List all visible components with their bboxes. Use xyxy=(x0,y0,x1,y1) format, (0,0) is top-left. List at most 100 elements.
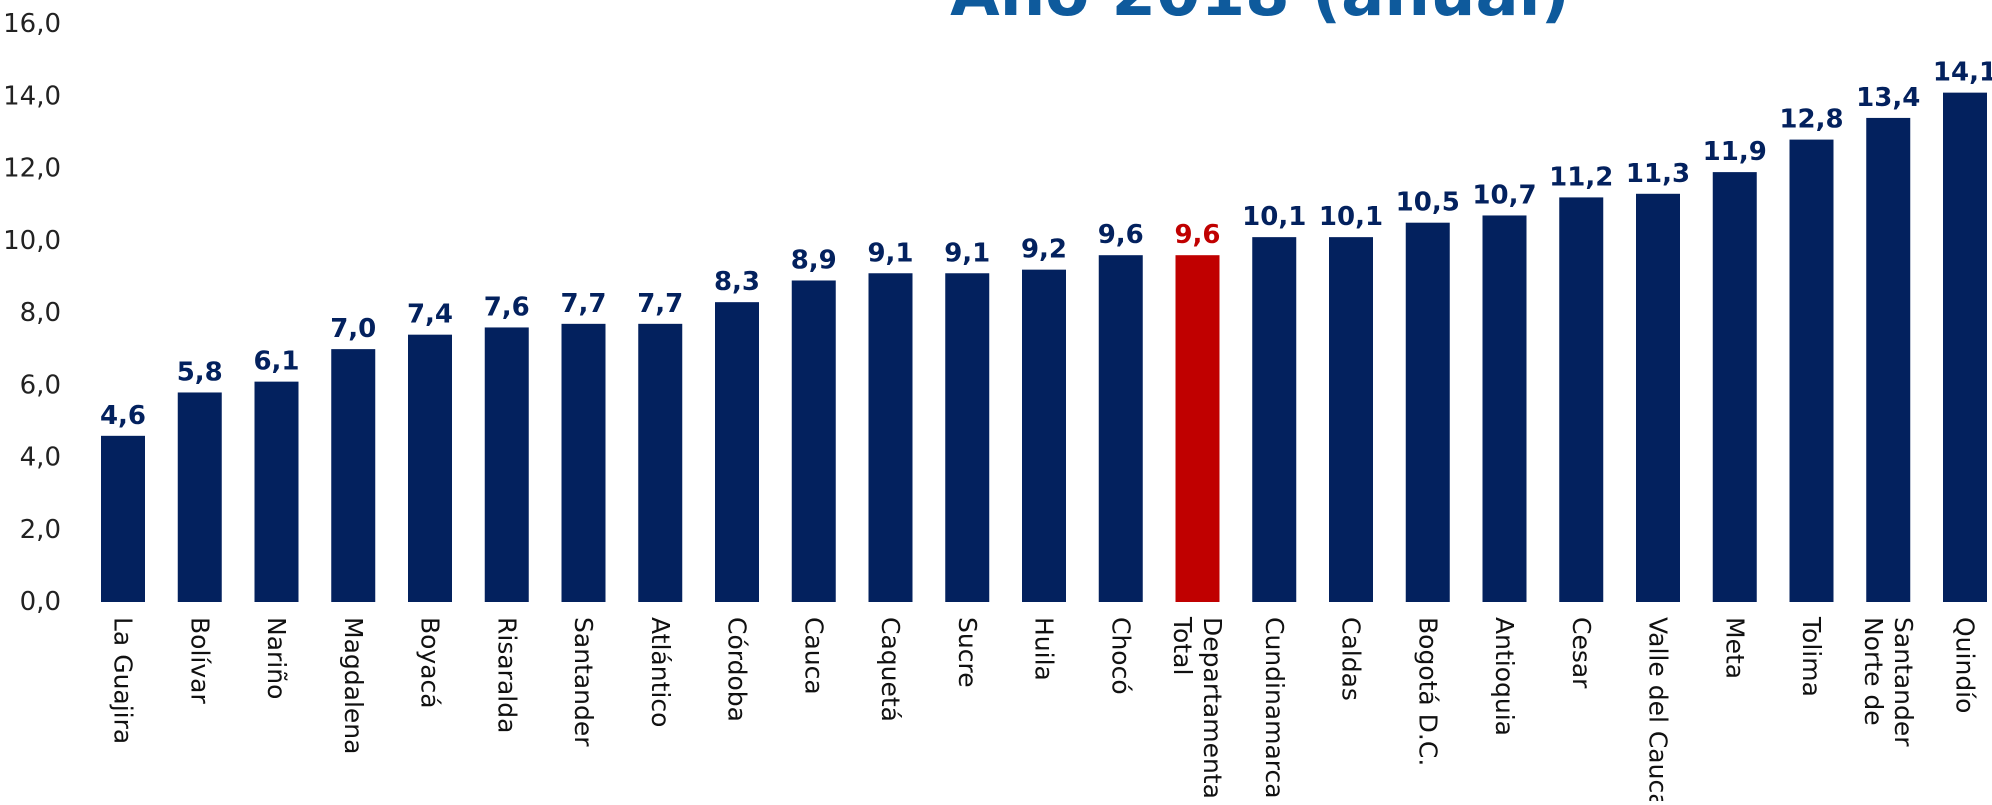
x-tick-label-line: Tolima xyxy=(1797,616,1826,697)
x-tick-label: Bolívar xyxy=(185,617,214,704)
data-label: 10,1 xyxy=(1319,202,1383,232)
bar xyxy=(715,302,759,602)
data-label: 14,1 xyxy=(1933,58,1992,88)
data-label: 9,1 xyxy=(867,238,913,268)
x-tick-label: Tolima xyxy=(1797,616,1826,697)
x-tick-label: Caldas xyxy=(1337,617,1366,701)
bar-highlight xyxy=(1175,255,1220,602)
bar xyxy=(1405,222,1450,602)
x-tick-label: Total Departamental xyxy=(1168,616,1227,805)
x-tick-label-line: Nariño xyxy=(262,617,291,699)
bar xyxy=(1712,172,1757,603)
bar xyxy=(791,280,836,602)
data-label: 11,9 xyxy=(1703,137,1767,167)
x-tick-label-line: Quindío xyxy=(1951,617,1980,713)
x-tick-label: Risaralda xyxy=(492,617,521,733)
x-tick-label-line: Cundinamarca xyxy=(1260,617,1289,799)
y-tick-label: 10,0 xyxy=(3,226,61,256)
x-tick-label: Boyacá xyxy=(416,617,445,709)
bar xyxy=(177,392,222,602)
x-tick-label: Meta xyxy=(1720,617,1749,679)
x-tick-label-line: Bolívar xyxy=(185,617,214,704)
data-label: 4,6 xyxy=(100,401,146,431)
bar xyxy=(101,435,145,602)
chart-title: Año 2018 (anual) xyxy=(0,0,1992,26)
x-tick-label-line: Huila xyxy=(1030,617,1059,681)
x-tick-label-line: Santander xyxy=(569,617,598,747)
x-tick-label-line: Atlántico xyxy=(646,617,675,727)
x-tick-label-line: Sucre xyxy=(953,617,982,688)
x-tick-label: La Guajira xyxy=(109,617,138,744)
data-label: 9,6 xyxy=(1174,220,1220,250)
x-tick-label: Sucre xyxy=(953,617,982,688)
x-tick-label-line: Caquetá xyxy=(876,617,905,722)
data-label: 9,1 xyxy=(944,238,990,268)
x-tick-label-line: Chocó xyxy=(1106,617,1135,695)
x-tick-label-line: Bogotá D.C. xyxy=(1413,617,1442,766)
data-label: 8,3 xyxy=(714,267,760,297)
x-tick-label-line: Total xyxy=(1168,616,1197,675)
x-tick-label: Cauca xyxy=(799,617,828,695)
x-tick-label: Caquetá xyxy=(876,617,905,722)
x-tick-label: Cesar xyxy=(1567,617,1596,689)
bar xyxy=(638,323,683,602)
x-tick-label: Atlántico xyxy=(646,617,675,727)
y-tick-label: 4,0 xyxy=(20,443,61,473)
x-tick-label: Antioquia xyxy=(1490,617,1519,736)
y-tick-label: 12,0 xyxy=(3,154,61,184)
x-tick-label-line: Antioquia xyxy=(1490,617,1519,736)
bar xyxy=(945,273,990,602)
x-tick-label: Chocó xyxy=(1106,617,1135,695)
data-label: 7,7 xyxy=(560,289,606,319)
data-label: 7,4 xyxy=(407,300,453,330)
x-tick-label: Huila xyxy=(1030,617,1059,681)
data-label: 5,8 xyxy=(177,357,223,387)
x-tick-label-line: Boyacá xyxy=(416,617,445,709)
data-label: 13,4 xyxy=(1856,83,1920,113)
data-label: 10,1 xyxy=(1242,202,1306,232)
y-tick-label: 14,0 xyxy=(3,81,61,111)
bar xyxy=(408,334,452,602)
bar xyxy=(484,327,529,602)
bar xyxy=(1329,237,1373,602)
x-tick-label: Córdoba xyxy=(723,617,752,722)
bar xyxy=(1482,215,1527,602)
x-tick-label-line: Departamental xyxy=(1198,617,1227,801)
bar xyxy=(1252,237,1297,602)
data-label: 7,6 xyxy=(484,292,530,322)
y-tick-label: 16,0 xyxy=(3,9,61,39)
x-tick-label: Nariño xyxy=(262,617,291,699)
bar xyxy=(561,323,606,602)
x-tick-label: Cundinamarca xyxy=(1260,617,1289,799)
bar xyxy=(1866,117,1911,603)
bar xyxy=(868,273,913,602)
bar xyxy=(1789,139,1834,602)
bar xyxy=(1943,92,1987,602)
bar xyxy=(1636,193,1680,602)
data-label: 9,6 xyxy=(1098,220,1144,250)
data-label: 8,9 xyxy=(791,245,837,275)
x-tick-label: Quindío xyxy=(1951,617,1980,713)
data-label: 10,5 xyxy=(1396,188,1460,218)
data-label: 9,2 xyxy=(1021,235,1067,265)
x-tick-label-line: Cesar xyxy=(1567,617,1596,689)
y-tick-label: 6,0 xyxy=(20,370,61,400)
data-label: 12,8 xyxy=(1779,105,1843,135)
data-label: 7,0 xyxy=(330,314,376,344)
x-tick-label: Santander xyxy=(569,617,598,747)
x-tick-label-line: La Guajira xyxy=(109,617,138,744)
x-tick-label-line: Santander xyxy=(1889,617,1918,747)
data-label: 11,2 xyxy=(1549,162,1613,192)
x-tick-label-line: Córdoba xyxy=(723,617,752,722)
y-tick-label: 0,0 xyxy=(20,587,61,617)
data-label: 10,7 xyxy=(1472,180,1536,210)
x-tick-label: Magdalena xyxy=(339,617,368,754)
data-label: 6,1 xyxy=(253,347,299,377)
x-tick-label-line: Risaralda xyxy=(492,617,521,733)
x-tick-label-line: Cauca xyxy=(799,617,828,695)
bar xyxy=(254,381,299,602)
bar xyxy=(1022,269,1066,602)
x-tick-label-line: Valle del Cauca xyxy=(1644,617,1673,801)
